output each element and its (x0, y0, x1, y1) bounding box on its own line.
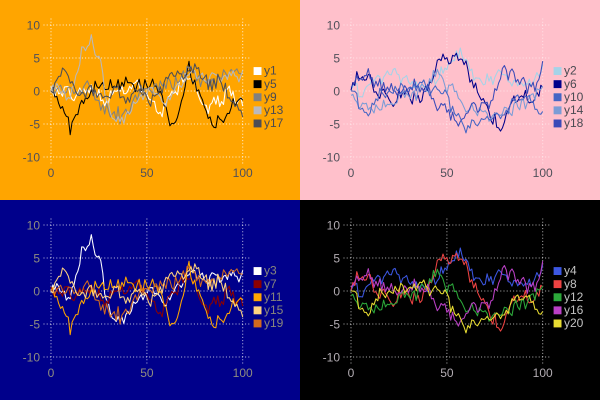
svg-text:-10: -10 (23, 350, 41, 364)
svg-text:5: 5 (333, 51, 340, 65)
svg-text:10: 10 (27, 218, 41, 232)
svg-text:y7: y7 (264, 277, 277, 291)
svg-text:y18: y18 (564, 116, 584, 130)
svg-text:y12: y12 (564, 290, 584, 304)
svg-text:y10: y10 (564, 90, 584, 104)
svg-text:y6: y6 (564, 77, 577, 91)
svg-text:y13: y13 (264, 103, 284, 117)
svg-text:y19: y19 (264, 316, 284, 330)
svg-text:0: 0 (333, 284, 340, 298)
svg-text:0: 0 (333, 84, 340, 98)
svg-text:y8: y8 (564, 277, 577, 291)
svg-text:0: 0 (48, 366, 55, 380)
svg-text:y15: y15 (264, 303, 284, 317)
svg-text:50: 50 (140, 166, 154, 180)
svg-text:y9: y9 (264, 90, 277, 104)
svg-text:50: 50 (440, 166, 454, 180)
svg-text:0: 0 (33, 84, 40, 98)
svg-text:0: 0 (33, 284, 40, 298)
svg-text:50: 50 (140, 366, 154, 380)
svg-text:y1: y1 (264, 64, 277, 78)
svg-text:y5: y5 (264, 77, 277, 91)
svg-text:10: 10 (27, 18, 41, 32)
svg-text:-10: -10 (23, 150, 41, 164)
svg-text:100: 100 (533, 366, 553, 380)
svg-text:100: 100 (233, 166, 253, 180)
svg-text:100: 100 (233, 366, 253, 380)
svg-text:y20: y20 (564, 316, 584, 330)
svg-text:y16: y16 (564, 303, 584, 317)
svg-text:-5: -5 (329, 317, 340, 331)
svg-text:10: 10 (327, 218, 341, 232)
svg-text:y3: y3 (264, 264, 277, 278)
svg-text:0: 0 (48, 166, 55, 180)
svg-text:-10: -10 (323, 350, 341, 364)
svg-text:y14: y14 (564, 103, 584, 117)
svg-text:-5: -5 (329, 117, 340, 131)
svg-text:y11: y11 (264, 290, 283, 304)
svg-text:50: 50 (440, 366, 454, 380)
svg-text:-5: -5 (29, 117, 40, 131)
svg-text:100: 100 (533, 166, 553, 180)
svg-text:-5: -5 (29, 317, 40, 331)
svg-text:-10: -10 (323, 150, 341, 164)
svg-text:10: 10 (327, 18, 341, 32)
svg-text:y2: y2 (564, 64, 577, 78)
svg-text:y4: y4 (564, 264, 577, 278)
svg-text:y17: y17 (264, 116, 284, 130)
svg-text:0: 0 (348, 166, 355, 180)
svg-text:5: 5 (333, 251, 340, 265)
svg-text:0: 0 (348, 366, 355, 380)
svg-text:5: 5 (33, 251, 40, 265)
svg-text:5: 5 (33, 51, 40, 65)
